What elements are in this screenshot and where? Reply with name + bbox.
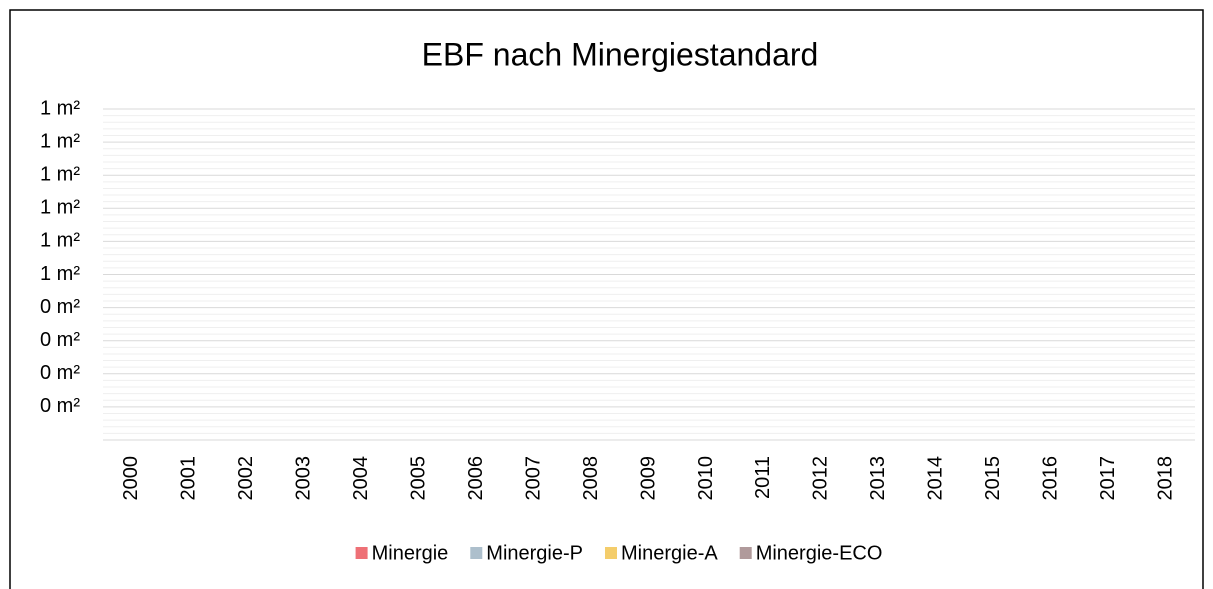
legend-label: Minergie-ECO (756, 542, 883, 564)
y-tick-label: 0 m² (40, 362, 80, 384)
legend-label: Minergie-P (486, 542, 583, 564)
y-tick-label: 1 m² (40, 197, 80, 219)
chart-title: EBF nach Minergiestandard (422, 36, 819, 72)
y-tick-label: 1 m² (40, 130, 80, 152)
x-tick-label: 2007 (522, 456, 544, 501)
legend-label: Minergie-A (621, 542, 718, 564)
legend-swatch (470, 547, 483, 559)
x-tick-label: 2017 (1097, 456, 1119, 501)
x-tick-label: 2001 (177, 456, 199, 501)
legend-swatch (355, 547, 368, 559)
legend-swatch (605, 547, 617, 559)
y-tick-label: 1 m² (40, 230, 80, 252)
chart-border (9, 9, 1204, 589)
x-tick-label: 2002 (235, 456, 257, 501)
x-tick-label: 2003 (292, 456, 314, 501)
x-tick-label: 2004 (350, 456, 372, 501)
y-tick-label: 1 m² (40, 263, 80, 285)
legend-swatch (739, 547, 752, 559)
y-tick-label: 1 m² (40, 97, 80, 119)
x-tick-label: 2016 (1040, 456, 1062, 501)
y-tick-label: 0 m² (40, 329, 80, 351)
legend-label: Minergie (372, 542, 449, 564)
y-tick-label: 1 m² (40, 163, 80, 185)
x-tick-label: 2018 (1155, 456, 1177, 501)
y-tick-label: 0 m² (40, 296, 80, 318)
x-tick-label: 2014 (925, 456, 947, 501)
x-tick-label: 2013 (867, 456, 889, 501)
x-tick-label: 2015 (982, 456, 1004, 501)
x-tick-label: 2011 (752, 456, 774, 499)
x-tick-label: 2012 (810, 456, 832, 501)
x-tick-label: 2009 (637, 456, 659, 501)
x-tick-label: 2010 (695, 456, 717, 501)
y-tick-label: 0 m² (40, 395, 80, 417)
x-tick-label: 2005 (407, 456, 429, 501)
x-tick-label: 2008 (580, 456, 602, 501)
x-tick-label: 2006 (465, 456, 487, 501)
x-tick-label: 2000 (120, 456, 142, 501)
